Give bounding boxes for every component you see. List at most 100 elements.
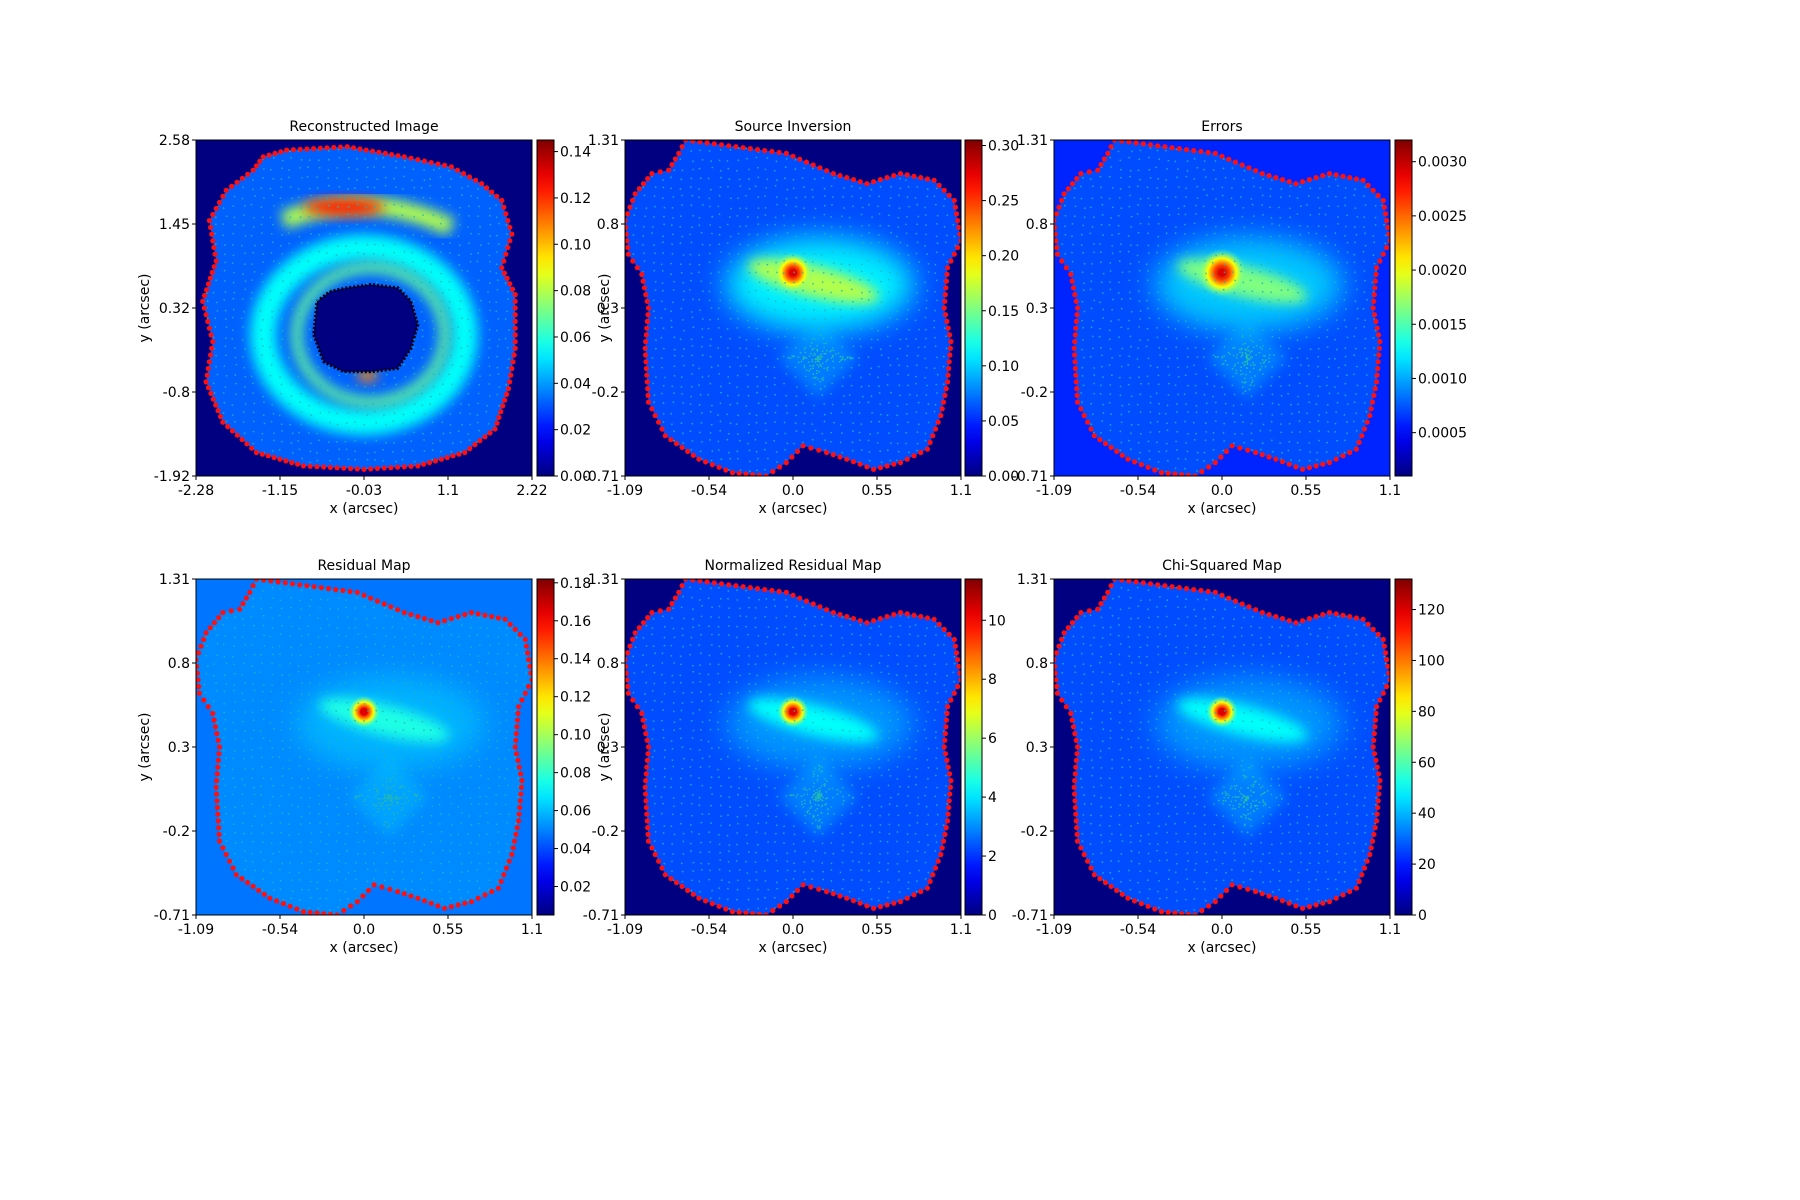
grid-point [1243, 307, 1245, 310]
outline-point [1232, 159, 1238, 165]
grid-point [1337, 184, 1339, 187]
grid-point [430, 205, 433, 208]
grid-point [745, 347, 748, 350]
grid-point [496, 366, 499, 369]
grid-point [1318, 253, 1321, 256]
grid-point [517, 795, 520, 798]
outline-point [509, 231, 515, 237]
grid-point [272, 354, 274, 357]
grid-point [1271, 450, 1274, 453]
colorbar-tick-label: 0.10 [988, 359, 1019, 375]
grid-point [328, 671, 331, 674]
grid-point [635, 241, 638, 244]
grid-point [820, 263, 823, 266]
caustic-point [789, 357, 792, 360]
grid-point [906, 196, 909, 199]
grid-point [403, 363, 405, 366]
grid-point [392, 450, 394, 453]
grid-point [907, 384, 909, 387]
grid-point [281, 440, 283, 443]
grid-point [1186, 160, 1189, 163]
grid-point [468, 329, 471, 332]
grid-point [243, 749, 246, 752]
grid-point [745, 405, 748, 407]
grid-point [1307, 309, 1310, 312]
grid-point [282, 270, 285, 272]
grid-point [698, 196, 700, 199]
grid-point [804, 412, 806, 415]
grid-point [288, 767, 291, 770]
grid-point [506, 346, 509, 349]
grid-point [821, 355, 824, 358]
outline-point [203, 312, 209, 318]
grid-point [281, 862, 283, 865]
grid-point [1147, 339, 1149, 341]
grid-point [373, 606, 375, 609]
grid-point [476, 750, 479, 752]
grid-point [328, 833, 330, 836]
outline-point [350, 145, 357, 151]
grid-point [470, 336, 472, 339]
grid-point [1177, 376, 1180, 378]
grid-point [412, 740, 415, 743]
grid-point [448, 890, 450, 893]
grid-point [467, 215, 470, 217]
grid-point [1231, 384, 1234, 387]
caustic-point [811, 348, 814, 350]
grid-point [290, 297, 292, 300]
grid-point [1336, 375, 1339, 377]
grid-point [1212, 345, 1215, 347]
grid-point [432, 250, 435, 253]
grid-point [1366, 298, 1368, 301]
grid-point [469, 719, 472, 721]
grid-point [279, 357, 282, 360]
grid-point [261, 756, 263, 759]
grid-point [394, 262, 396, 265]
outline-point [1119, 140, 1125, 144]
caustic-point [393, 813, 396, 816]
grid-point [729, 307, 731, 310]
grid-point [317, 159, 320, 162]
grid-point [1129, 291, 1131, 294]
grid-point [404, 225, 407, 228]
grid-point [432, 759, 435, 762]
grid-point [1117, 214, 1120, 217]
outline-point [672, 156, 679, 162]
grid-point [783, 382, 785, 385]
grid-point [673, 430, 675, 433]
grid-point [413, 840, 416, 843]
caustic-point [814, 361, 817, 363]
grid-point [404, 682, 407, 685]
grid-point [1156, 251, 1158, 254]
outline-point [690, 452, 696, 458]
grid-point [860, 297, 863, 300]
grid-point [783, 224, 786, 227]
grid-point [673, 375, 676, 377]
grid-point [300, 608, 303, 611]
grid-point [812, 282, 814, 285]
grid-point [309, 860, 312, 863]
grid-point [804, 196, 807, 199]
grid-point [1362, 250, 1365, 253]
grid-point [1242, 186, 1245, 189]
grid-point [670, 187, 673, 190]
grid-point [373, 862, 375, 865]
grid-point [878, 420, 881, 423]
grid-point [813, 235, 815, 238]
grid-point [231, 262, 234, 264]
caustic-point [376, 788, 379, 791]
grid-point [300, 272, 303, 275]
outline-point [354, 466, 360, 472]
grid-point [767, 298, 770, 300]
grid-point [1335, 271, 1338, 274]
grid-point [1174, 327, 1177, 330]
grid-point [699, 149, 701, 152]
grid-point [1252, 329, 1255, 331]
grid-point [1176, 411, 1178, 413]
grid-point [244, 280, 247, 283]
outline-point [1054, 224, 1058, 230]
grid-point [328, 411, 330, 414]
grid-point [259, 747, 262, 750]
grid-point [404, 198, 406, 201]
grid-point [1281, 355, 1284, 357]
